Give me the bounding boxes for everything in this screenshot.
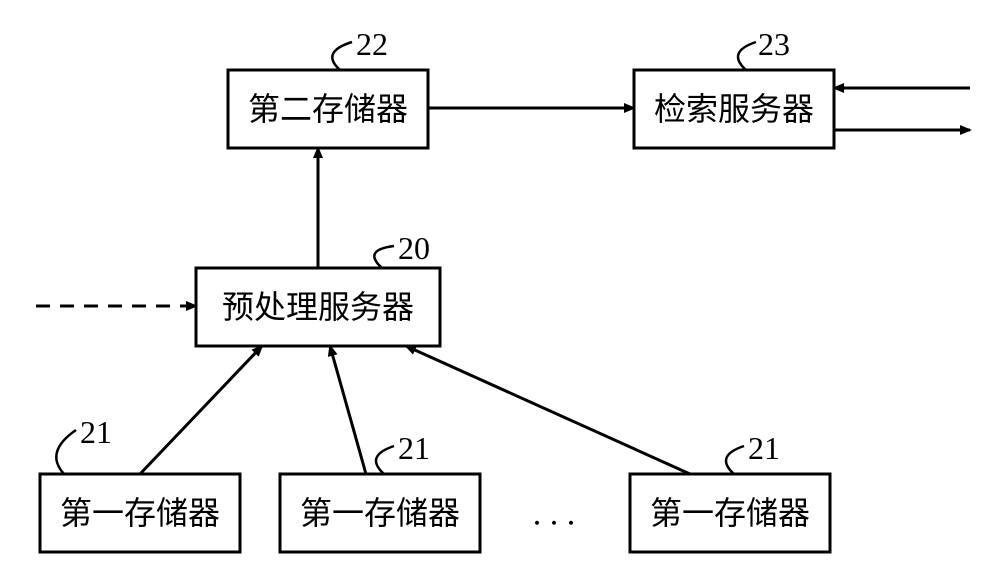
node-n21a-label: 第一存储器 <box>60 495 220 531</box>
misc-layer: . . . <box>533 496 576 533</box>
ref-num-n21c: 21 <box>748 430 780 466</box>
ref-lead-n21b <box>376 446 394 474</box>
ellipsis: . . . <box>533 496 576 533</box>
node-n21a: 第一存储器 <box>40 474 240 552</box>
ref-lead-n23 <box>738 42 756 70</box>
ref-num-n21a: 21 <box>80 414 112 450</box>
node-n23-label: 检索服务器 <box>654 91 814 127</box>
diagram-canvas: 第二存储器 检索服务器预处理服务器第一存储器 第一存储器 第一存储器 22 23 20 21… <box>0 0 1000 584</box>
node-n23: 检索服务器 <box>634 70 834 148</box>
edge-n21b-to-n20 <box>330 346 366 474</box>
node-n20: 预处理服务器 <box>196 268 440 346</box>
ref-lead-n21a <box>56 430 76 474</box>
node-n20-label: 预处理服务器 <box>222 289 414 325</box>
node-n22-label: 第二存储器 <box>248 91 408 127</box>
ref-num-n20: 20 <box>398 230 430 266</box>
ref-lead-n20 <box>374 246 394 268</box>
nodes-layer: 第二存储器 检索服务器预处理服务器第一存储器 第一存储器 第一存储器 <box>40 70 834 552</box>
node-n21c: 第一存储器 <box>630 474 830 552</box>
ref-num-n22: 22 <box>356 26 388 62</box>
edge-n21a-to-n20 <box>140 346 262 474</box>
ref-lead-n22 <box>332 42 352 70</box>
ref-lead-n21c <box>726 446 744 474</box>
ref-num-n21b: 21 <box>398 430 430 466</box>
ref-num-n23: 23 <box>758 26 790 62</box>
node-n21b: 第一存储器 <box>280 474 480 552</box>
node-n21b-label: 第一存储器 <box>300 495 460 531</box>
node-n21c-label: 第一存储器 <box>650 495 810 531</box>
edge-n21c-to-n20 <box>406 346 690 474</box>
node-n22: 第二存储器 <box>228 70 428 148</box>
